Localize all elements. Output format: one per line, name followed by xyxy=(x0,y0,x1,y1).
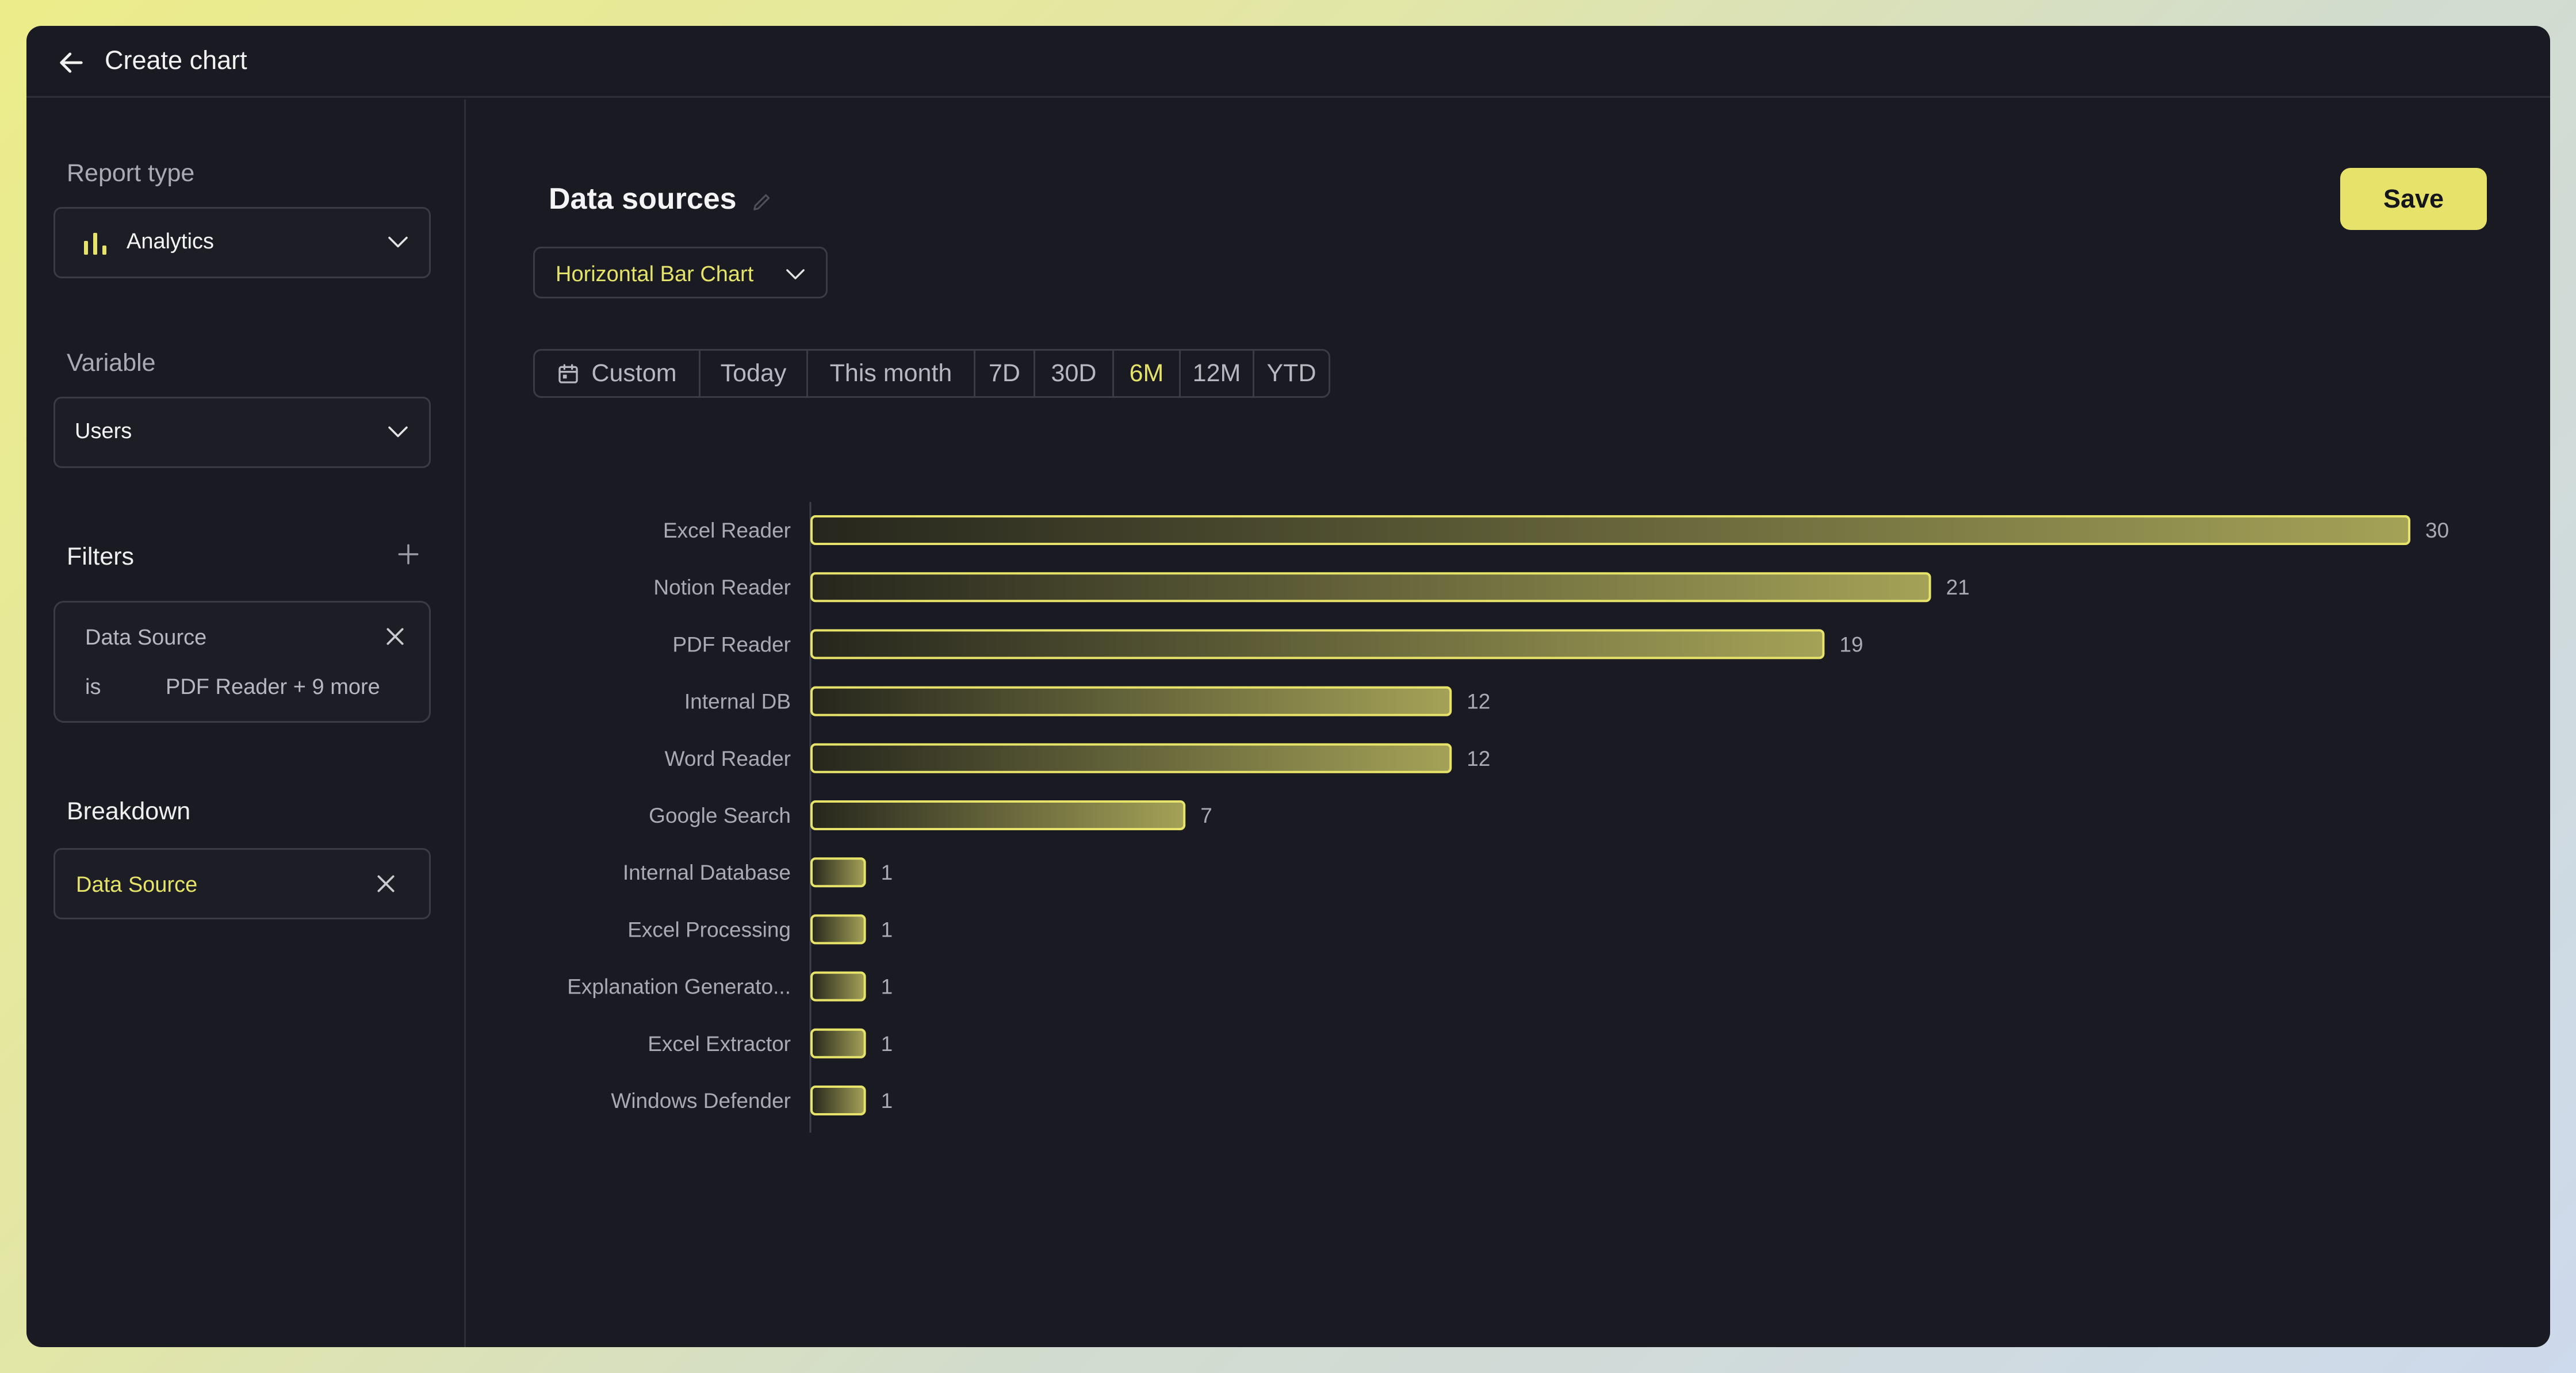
filter-card[interactable]: Data Source is PDF Reader + 9 more xyxy=(53,601,431,723)
chart-type-label: Horizontal Bar Chart xyxy=(556,262,754,286)
variable-label: Variable xyxy=(67,349,156,377)
range-12m[interactable]: 12M xyxy=(1181,351,1254,396)
bar[interactable] xyxy=(810,1028,866,1058)
breakdown-chip[interactable]: Data Source xyxy=(53,848,431,919)
variable-select[interactable]: Users xyxy=(53,397,431,468)
report-type-label: Report type xyxy=(67,159,195,187)
chevron-down-icon xyxy=(388,236,408,248)
y-tick-label: Google Search xyxy=(649,804,791,827)
y-tick-label: Internal DB xyxy=(684,690,791,714)
page-title: Create chart xyxy=(105,45,247,75)
data-label: 19 xyxy=(1839,632,1863,656)
y-tick-label: Excel Reader xyxy=(663,519,791,542)
chevron-down-icon xyxy=(786,269,805,279)
bar[interactable] xyxy=(810,686,1452,716)
data-label: 12 xyxy=(1467,747,1490,770)
bar[interactable] xyxy=(810,1086,866,1115)
data-label: 21 xyxy=(1946,576,1970,599)
range-7d[interactable]: 7D xyxy=(975,351,1035,396)
y-tick-label: Explanation Generato... xyxy=(567,975,791,999)
chevron-down-icon xyxy=(388,426,408,438)
y-tick-label: Excel Extractor xyxy=(648,1032,791,1056)
data-label: 1 xyxy=(881,1032,893,1056)
data-label: 1 xyxy=(881,1089,893,1113)
range-label: 6M xyxy=(1129,359,1164,387)
y-tick-label: Notion Reader xyxy=(653,576,791,599)
add-filter-icon[interactable] xyxy=(396,542,420,566)
report-type-value: Analytics xyxy=(127,229,215,254)
app-window: Create chart Report type Analytics Varia… xyxy=(26,26,2550,1347)
calendar-icon xyxy=(558,363,579,383)
main-panel: Data sources Save Horizontal Bar Chart C… xyxy=(468,99,2550,1347)
bar[interactable] xyxy=(810,572,1931,603)
y-tick-label: Windows Defender xyxy=(611,1089,791,1113)
filter-value: PDF Reader + 9 more xyxy=(166,675,380,699)
range-label: This month xyxy=(829,359,952,387)
back-arrow-icon[interactable] xyxy=(56,48,86,78)
range-label: Custom xyxy=(591,359,677,387)
bar[interactable] xyxy=(810,515,2410,545)
filter-operator: is xyxy=(85,675,101,699)
chart-type-select[interactable]: Horizontal Bar Chart xyxy=(533,247,828,298)
data-label: 7 xyxy=(1200,804,1212,827)
range-label: YTD xyxy=(1266,359,1316,387)
range-label: 12M xyxy=(1192,359,1241,387)
bar[interactable] xyxy=(810,800,1186,830)
range-label: 7D xyxy=(989,359,1020,387)
variable-value: Users xyxy=(75,419,132,443)
bar[interactable] xyxy=(810,971,866,1002)
range-this-month[interactable]: This month xyxy=(808,351,975,396)
pencil-icon[interactable] xyxy=(751,190,774,213)
range-label: 30D xyxy=(1051,359,1097,387)
range-30d[interactable]: 30D xyxy=(1035,351,1114,396)
save-button[interactable]: Save xyxy=(2340,168,2487,230)
filter-field: Data Source xyxy=(85,626,207,650)
date-range-selector: Custom Today This month 7D 30D 6M 12M YT… xyxy=(533,349,1330,398)
horizontal-bar-chart: Excel Reader 30 Notion Reader 21 PDF Reader 1… xyxy=(567,502,2449,1133)
y-tick-label: PDF Reader xyxy=(672,632,791,656)
range-today[interactable]: Today xyxy=(701,351,808,396)
data-label: 12 xyxy=(1467,690,1490,714)
data-label: 1 xyxy=(881,918,893,941)
data-label: 30 xyxy=(2425,519,2449,542)
data-label: 1 xyxy=(881,975,893,999)
chart-title: Data sources xyxy=(549,182,737,216)
y-tick-label: Internal Database xyxy=(623,861,791,884)
y-tick-label: Word Reader xyxy=(665,747,791,770)
range-ytd[interactable]: YTD xyxy=(1254,351,1329,396)
range-label: Today xyxy=(720,359,787,387)
filters-label: Filters xyxy=(67,543,135,570)
bar[interactable] xyxy=(810,914,866,945)
report-type-select[interactable]: Analytics xyxy=(53,207,431,278)
breakdown-value: Data Source xyxy=(76,873,198,897)
bar[interactable] xyxy=(810,857,866,888)
range-custom[interactable]: Custom xyxy=(535,351,701,396)
range-6m[interactable]: 6M xyxy=(1114,351,1181,396)
breakdown-label: Breakdown xyxy=(67,797,191,825)
bar[interactable] xyxy=(810,743,1452,773)
y-tick-label: Excel Processing xyxy=(627,918,791,941)
bar[interactable] xyxy=(810,629,1825,659)
top-bar: Create chart xyxy=(26,26,2550,98)
close-icon[interactable] xyxy=(375,873,397,895)
sidebar: Report type Analytics Variable Users Fil… xyxy=(26,99,466,1347)
data-label: 1 xyxy=(881,861,893,884)
close-icon[interactable] xyxy=(384,626,406,647)
bar-chart-icon xyxy=(84,233,106,255)
